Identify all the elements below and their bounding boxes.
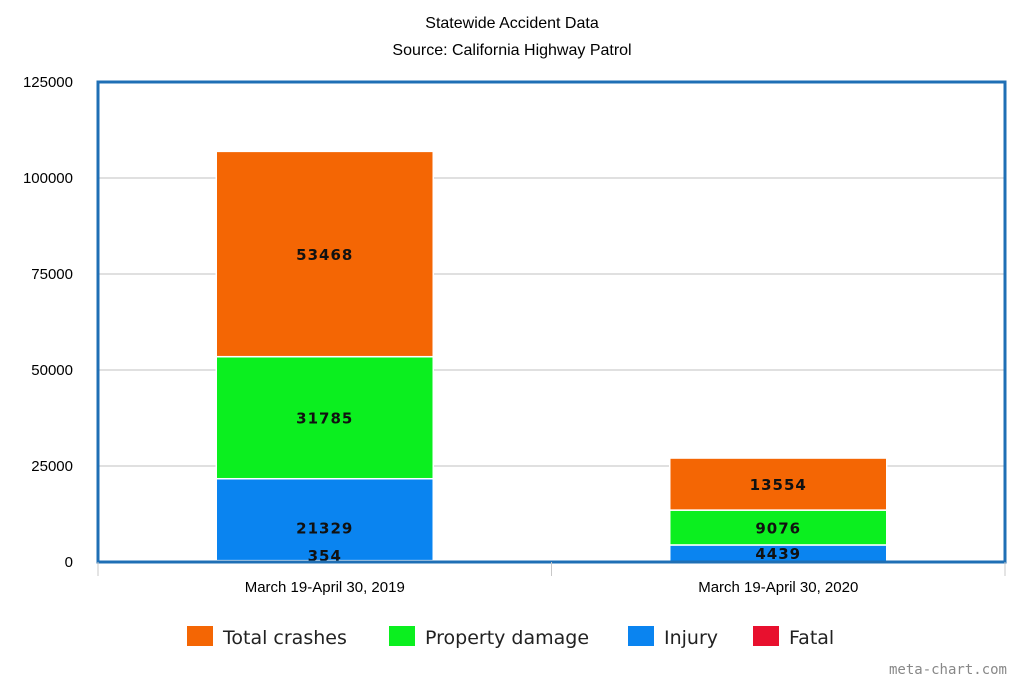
y-tick-label: 25000 bbox=[31, 458, 73, 475]
legend-label: Injury bbox=[664, 627, 718, 649]
data-label: 21329 bbox=[296, 520, 353, 538]
x-tick-label: March 19-April 30, 2020 bbox=[698, 579, 858, 596]
y-tick-label: 50000 bbox=[31, 362, 73, 379]
x-tick-label: March 19-April 30, 2019 bbox=[245, 579, 405, 596]
legend-swatch bbox=[389, 626, 415, 646]
y-tick-label: 0 bbox=[65, 554, 73, 571]
bar-segment bbox=[669, 509, 888, 546]
bar-segment bbox=[215, 477, 434, 562]
y-tick-label: 75000 bbox=[31, 266, 73, 283]
data-label: 9076 bbox=[755, 520, 801, 538]
legend-swatch bbox=[628, 626, 654, 646]
bars bbox=[215, 150, 888, 563]
legend-label: Total crashes bbox=[222, 627, 347, 649]
data-label: 31785 bbox=[296, 410, 353, 428]
axes: 0 25000 50000 75000 100000 125000 March 19-Apr… bbox=[23, 74, 1007, 596]
data-label: 13554 bbox=[750, 476, 807, 494]
y-tick-label: 100000 bbox=[23, 170, 73, 187]
legend-label: Property damage bbox=[425, 627, 589, 649]
legend-swatch bbox=[187, 626, 213, 646]
data-label: 53468 bbox=[296, 246, 353, 264]
chart-subtitle: Source: California Highway Patrol bbox=[392, 42, 631, 59]
legend-swatch bbox=[753, 626, 779, 646]
legend-label: Fatal bbox=[789, 627, 834, 649]
credit-text: meta-chart.com bbox=[889, 662, 1007, 678]
chart-title: Statewide Accident Data bbox=[425, 15, 599, 32]
legend: Total crashes Property damage Injury Fatal bbox=[187, 626, 834, 649]
data-label: 4439 bbox=[755, 545, 801, 563]
bar-segment bbox=[215, 150, 434, 358]
bar-segment bbox=[669, 457, 888, 511]
y-tick-label: 125000 bbox=[23, 74, 73, 91]
